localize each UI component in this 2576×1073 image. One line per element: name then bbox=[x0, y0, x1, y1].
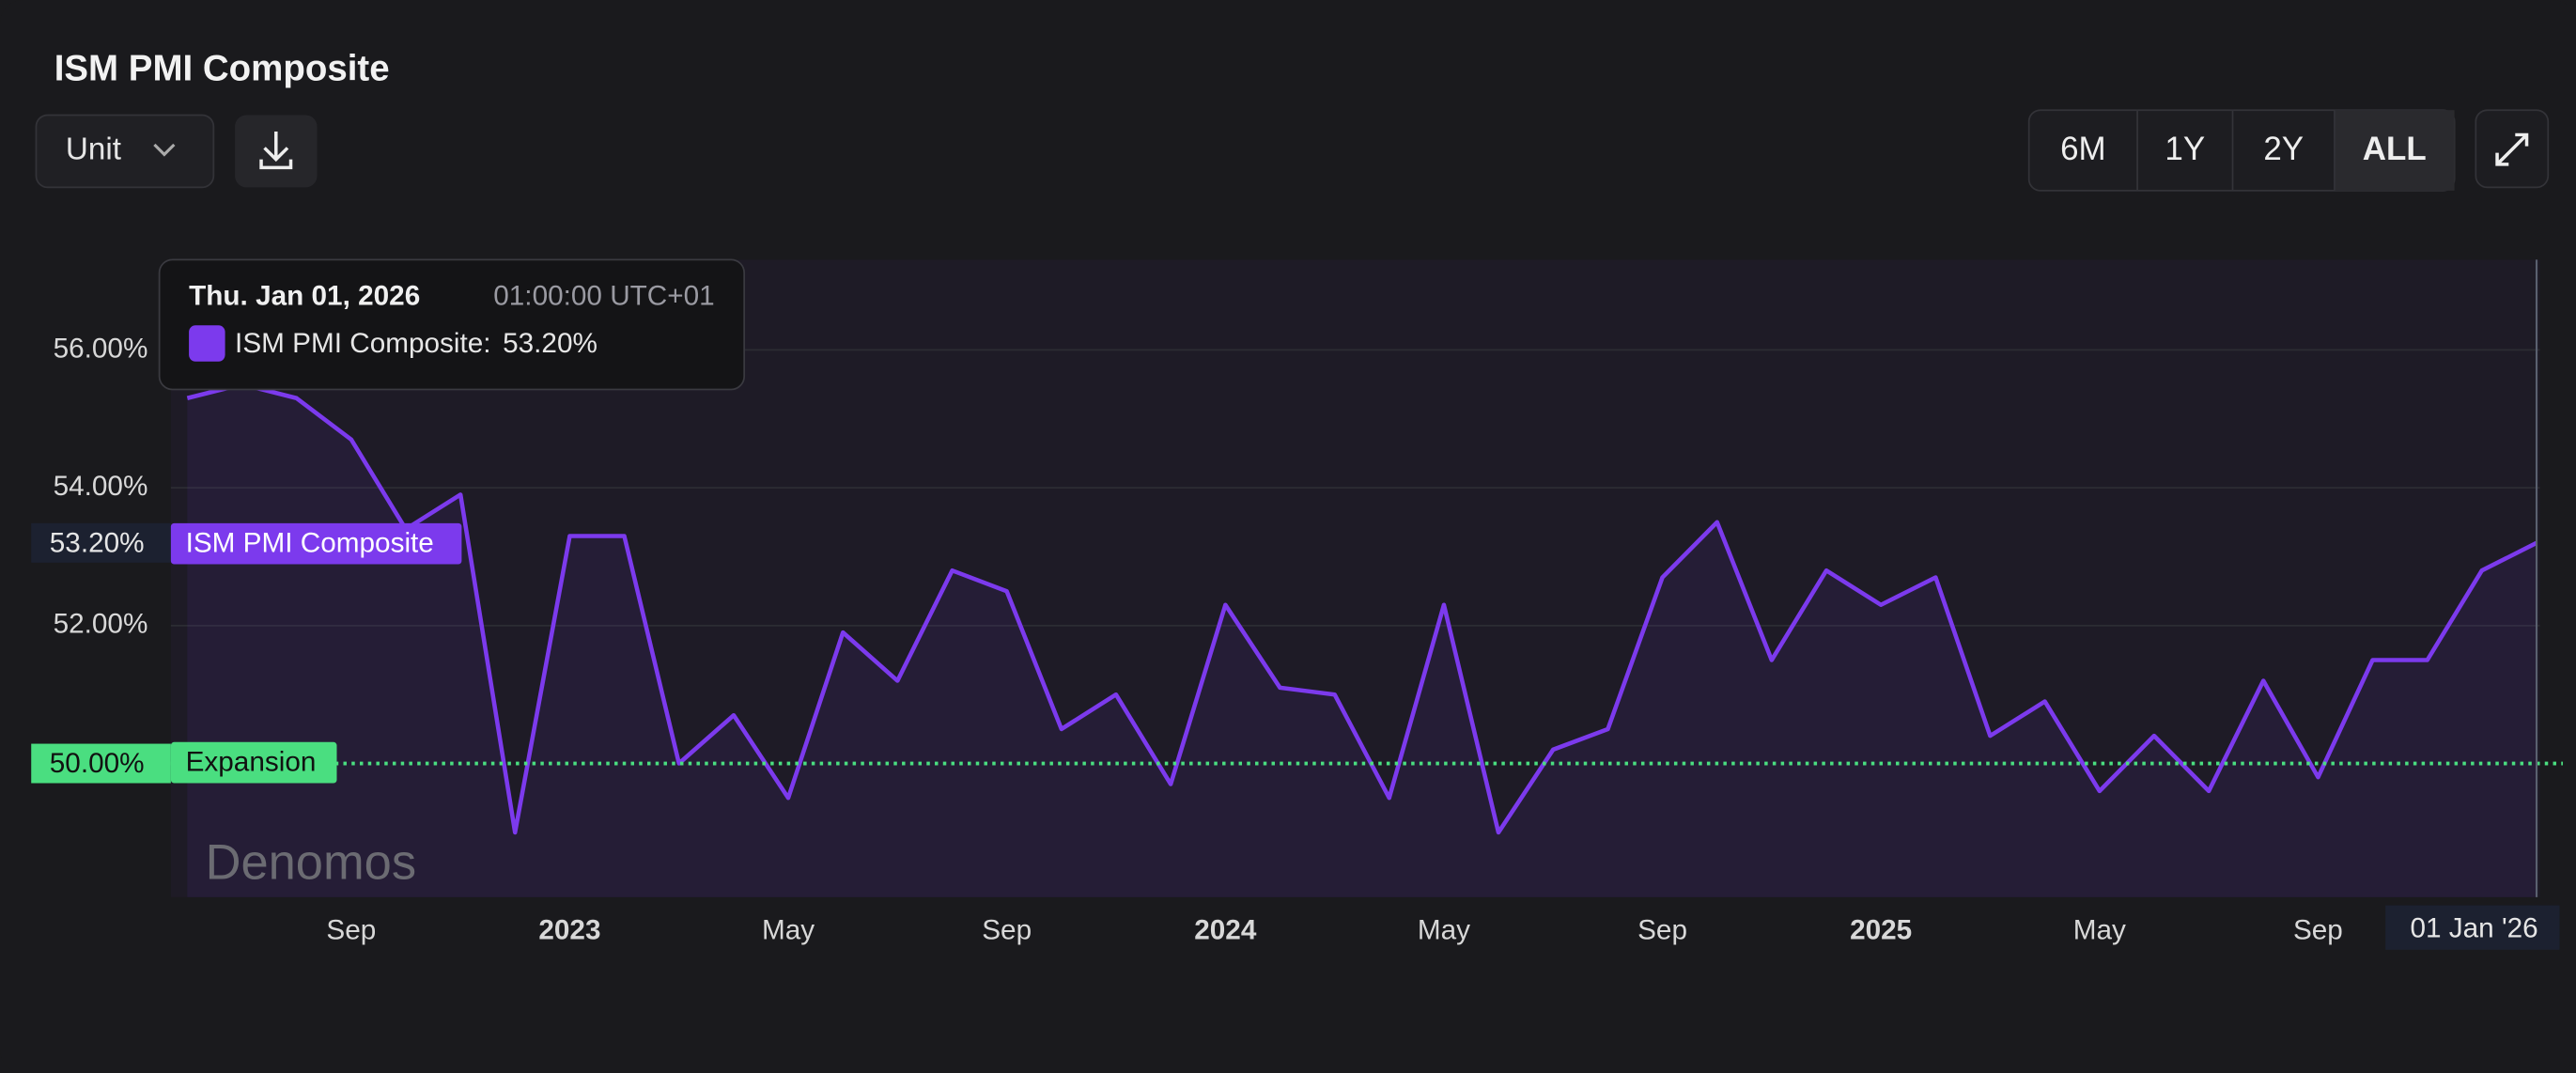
tooltip: Thu. Jan 01, 2026 01:00:00 UTC+01 ISM PM… bbox=[158, 258, 746, 391]
unit-dropdown[interactable]: Unit bbox=[35, 114, 215, 189]
x-tick-label: Sep bbox=[2293, 914, 2343, 945]
chevron-icon bbox=[153, 143, 176, 157]
x-tick-label: May bbox=[762, 914, 815, 945]
y-tick-label: 56.00% bbox=[54, 333, 148, 364]
tooltip-box bbox=[158, 258, 746, 391]
area bbox=[187, 384, 2537, 897]
y-tick-label: 52.00% bbox=[54, 609, 148, 640]
reference-label: Expansion bbox=[186, 746, 317, 777]
download-icon bbox=[259, 131, 293, 170]
range-button[interactable]: ALL bbox=[2363, 131, 2427, 167]
tooltip-value: 53.20% bbox=[503, 328, 597, 359]
x-tick-label: 2023 bbox=[538, 914, 600, 945]
x-tick-label: Sep bbox=[982, 914, 1032, 945]
line bbox=[186, 381, 2538, 835]
range-button[interactable]: 1Y bbox=[2165, 131, 2205, 167]
last-value-bg bbox=[31, 522, 171, 563]
watermark: Denomos bbox=[206, 835, 417, 890]
y-tick-label: 54.00% bbox=[54, 471, 148, 502]
x-tick-label: May bbox=[2073, 914, 2126, 945]
reference-label-bg bbox=[170, 741, 337, 784]
x-tick-label: May bbox=[1418, 914, 1470, 945]
reference-value-bg bbox=[31, 743, 171, 784]
range-button[interactable]: 6M bbox=[2060, 131, 2106, 167]
series-tag: ISM PMI Composite bbox=[186, 527, 434, 558]
tooltip-swatch bbox=[189, 325, 225, 362]
fullscreen-button[interactable] bbox=[2475, 109, 2550, 189]
crosshair-label-bg bbox=[2385, 905, 2560, 950]
unit-button[interactable] bbox=[35, 114, 215, 189]
range-active-bg[interactable] bbox=[2334, 110, 2455, 191]
chart-title: ISM PMI Composite bbox=[54, 48, 390, 88]
reference-value-label: 50.00% bbox=[50, 748, 145, 779]
tooltip-series: ISM PMI Composite: bbox=[235, 328, 491, 359]
range-button[interactable]: 2Y bbox=[2263, 131, 2304, 167]
tooltip-date: Thu. Jan 01, 2026 bbox=[189, 280, 420, 311]
series-tag-bg bbox=[170, 522, 462, 565]
last-value-label: 53.20% bbox=[50, 527, 145, 558]
download-button[interactable] bbox=[235, 115, 318, 188]
x-tick-label: 2024 bbox=[1194, 914, 1257, 945]
fullscreen-icon bbox=[2495, 132, 2529, 166]
tooltip-time: 01:00:00 UTC+01 bbox=[493, 280, 714, 311]
x-tick-label: 2025 bbox=[1850, 914, 1912, 945]
crosshair-label: 01 Jan '26 bbox=[2410, 913, 2537, 944]
x-tick-label: Sep bbox=[1637, 914, 1687, 945]
x-tick-label: Sep bbox=[326, 914, 376, 945]
unit-label[interactable]: Unit bbox=[66, 132, 121, 167]
